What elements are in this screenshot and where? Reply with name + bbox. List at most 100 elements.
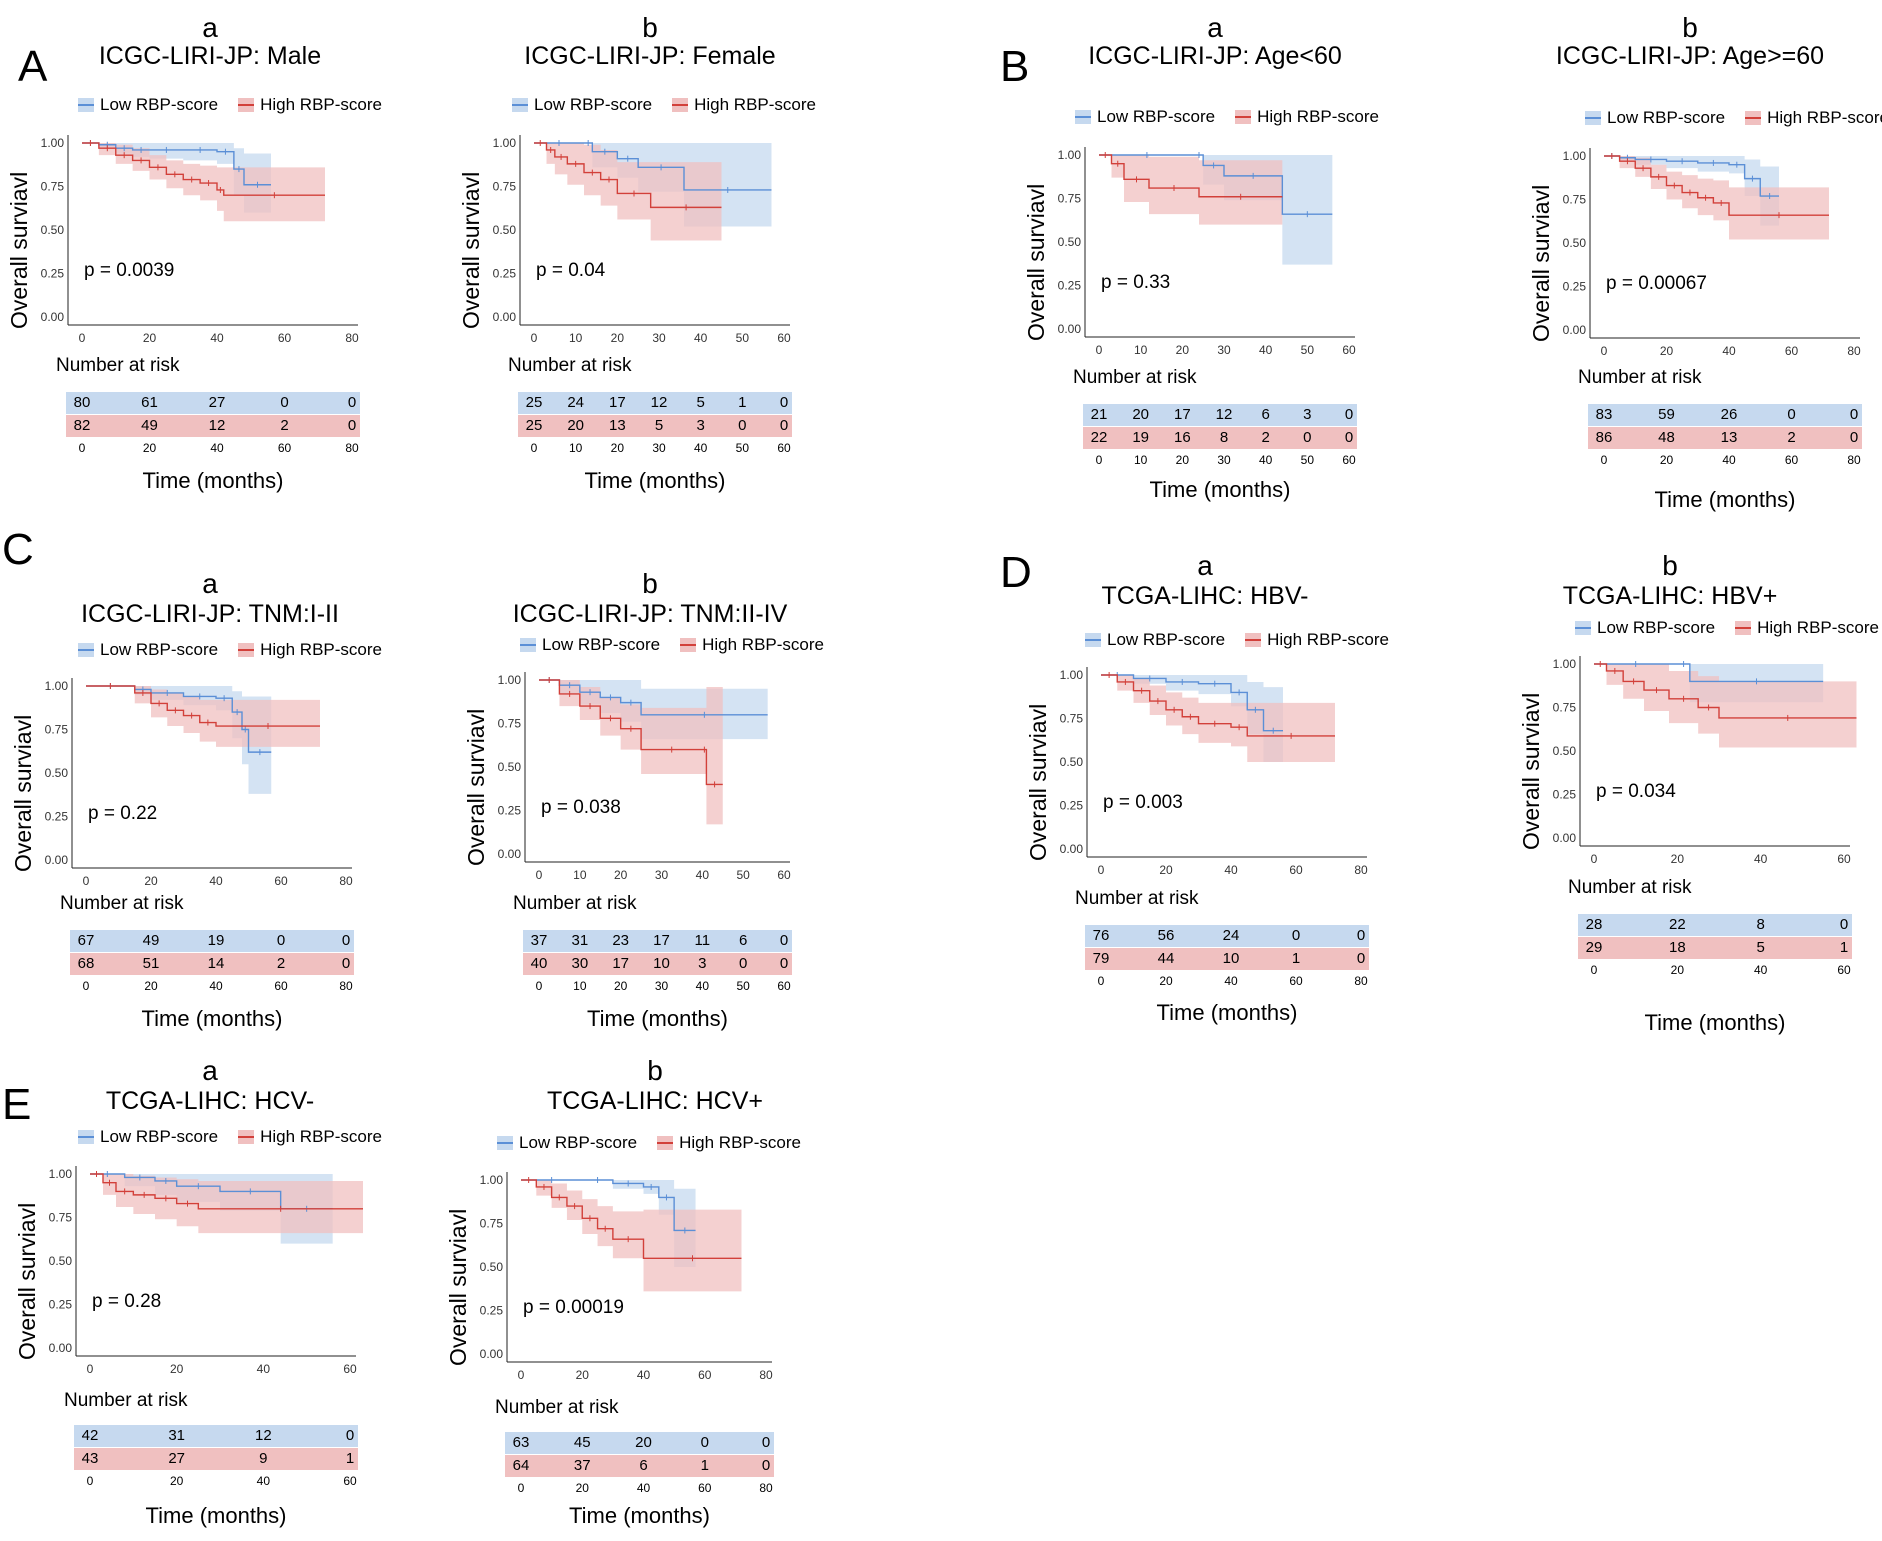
x-axis-label: Time (months) — [1156, 1000, 1298, 1025]
risk-x-tick-label: 50 — [1300, 453, 1315, 467]
risk-x-tick-label: 30 — [1217, 453, 1231, 467]
x-tick-label: 50 — [736, 331, 750, 345]
survival-curve-low — [521, 1179, 696, 1232]
risk-count: 42 — [81, 1427, 99, 1444]
risk-row-low: 80 61 27 0 0 — [66, 392, 360, 414]
y-axis-label: Overall surviavl — [1025, 703, 1051, 861]
risk-count: 68 — [77, 955, 95, 972]
risk-x-tick-label: 20 — [142, 441, 157, 455]
x-tick-label: 30 — [1217, 343, 1231, 357]
y-axis-label: Overall surviavl — [1528, 184, 1554, 342]
risk-count: 49 — [142, 932, 160, 949]
y-axis-label: Overall surviavl — [1518, 692, 1544, 850]
risk-count: 31 — [168, 1427, 185, 1444]
risk-count: 0 — [761, 1457, 771, 1474]
risk-count: 1 — [1291, 950, 1301, 967]
y-tick-label: 0.50 — [480, 1260, 504, 1274]
risk-count: 5 — [654, 417, 664, 434]
risk-x-tick-label: 60 — [777, 441, 791, 455]
legend-key-high — [1745, 111, 1762, 125]
sub-letter: a — [202, 12, 218, 43]
risk-x-tick-label: 20 — [613, 979, 628, 993]
chart-title: TCGA-LIHC: HBV- — [1101, 582, 1309, 610]
ci-band-high — [82, 143, 325, 222]
y-tick-label: 0.75 — [1553, 701, 1577, 715]
risk-count: 12 — [1215, 406, 1233, 423]
risk-count: 0 — [700, 1434, 709, 1451]
risk-count: 19 — [207, 932, 225, 949]
legend-key-low — [1085, 633, 1101, 647]
risk-count: 17 — [653, 932, 670, 949]
y-tick-label: 1.00 — [1553, 657, 1577, 671]
y-tick-label: 0.25 — [1553, 788, 1577, 802]
x-tick-label: 40 — [210, 331, 224, 345]
risk-x-tick-label: 0 — [530, 441, 538, 455]
y-tick-label: 0.00 — [1563, 323, 1587, 337]
risk-count: 59 — [1658, 406, 1675, 423]
risk-count: 3 — [1303, 406, 1312, 423]
chart-title: ICGC-LIRI-JP: TNM:I-II — [81, 600, 339, 628]
x-tick-label: 60 — [1342, 343, 1356, 357]
risk-count: 17 — [1173, 406, 1191, 423]
risk-count: 0 — [779, 955, 789, 972]
risk-count: 79 — [1092, 950, 1110, 967]
survival-curve-high — [539, 679, 723, 786]
risk-x-tick-label: 10 — [573, 979, 587, 993]
y-tick-label: 0.25 — [480, 1304, 504, 1318]
risk-count: 22 — [1090, 429, 1108, 446]
legend-label-high: High RBP-score — [1757, 618, 1879, 637]
chart-title: ICGC-LIRI-JP: Female — [524, 42, 776, 70]
x-tick-label: 80 — [339, 874, 353, 888]
risk-count: 3 — [698, 955, 707, 972]
x-axis-label: Time (months) — [141, 1006, 283, 1031]
legend-label-low: Low RBP-score — [1097, 107, 1216, 126]
sub-letter: b — [642, 568, 658, 599]
chart-title: TCGA-LIHC: HCV+ — [546, 1087, 763, 1115]
risk-count: 1 — [738, 394, 747, 411]
y-tick-label: 0.75 — [1563, 193, 1587, 207]
risk-count: 0 — [280, 394, 289, 411]
x-tick-label: 60 — [777, 331, 791, 345]
legend-key-high — [680, 638, 697, 652]
risk-x-tick-label: 20 — [575, 1481, 589, 1495]
km-plot: 0.00 0.25 0.50 0.75 1.00 0 20 40 60 — [49, 1166, 363, 1376]
risk-count: 67 — [77, 932, 95, 949]
x-tick-label: 0 — [1591, 852, 1598, 866]
legend-label-high: High RBP-score — [702, 635, 824, 654]
km-plot: 0.00 0.25 0.50 0.75 1.00 0 10 20 30 40 50 60 — [498, 672, 791, 882]
risk-x-tick-label: 60 — [777, 979, 791, 993]
risk-x-tick-label: 20 — [169, 1474, 184, 1488]
survival-curve-low — [1594, 663, 1824, 683]
x-tick-label: 20 — [1159, 863, 1173, 877]
x-tick-label: 30 — [652, 331, 666, 345]
risk-count: 0 — [1839, 916, 1849, 933]
y-axis-label: Overall surviavl — [463, 708, 489, 866]
number-at-risk-label: Number at risk — [64, 1390, 188, 1411]
y-axis-label: Overall surviavl — [14, 1202, 40, 1360]
risk-count: 80 — [73, 394, 91, 411]
risk-x-tick-label: 80 — [1847, 453, 1861, 467]
risk-row-high: 22 19 16 8 2 0 0 — [1083, 427, 1357, 449]
x-axis-label: Time (months) — [569, 1503, 710, 1528]
legend-key-high — [238, 98, 255, 112]
legend-key-high — [238, 643, 255, 657]
risk-count: 0 — [1849, 429, 1859, 446]
p-value: p = 0.034 — [1596, 781, 1676, 802]
risk-count: 0 — [1356, 950, 1366, 967]
x-tick-label: 40 — [1722, 344, 1736, 358]
risk-count: 0 — [347, 394, 357, 411]
risk-count: 13 — [1720, 429, 1738, 446]
risk-x-tick-label: 0 — [82, 979, 90, 993]
survival-curve-high — [82, 142, 325, 196]
risk-count: 0 — [347, 417, 357, 434]
risk-count: 1 — [1839, 939, 1849, 956]
km-plot: 0.00 0.25 0.50 0.75 1.00 0 20 40 60 80 — [45, 678, 353, 888]
sub-letter: a — [202, 568, 218, 599]
km-plot: 0.00 0.25 0.50 0.75 1.00 0 20 40 60 — [1553, 656, 1857, 866]
legend-label-high: High RBP-score — [1257, 107, 1379, 126]
risk-count: 27 — [208, 394, 226, 411]
risk-x-tick-label: 40 — [695, 979, 710, 993]
risk-count: 6 — [639, 1457, 648, 1474]
chart-title: TCGA-LIHC: HBV+ — [1562, 582, 1778, 610]
risk-count: 0 — [779, 932, 789, 949]
